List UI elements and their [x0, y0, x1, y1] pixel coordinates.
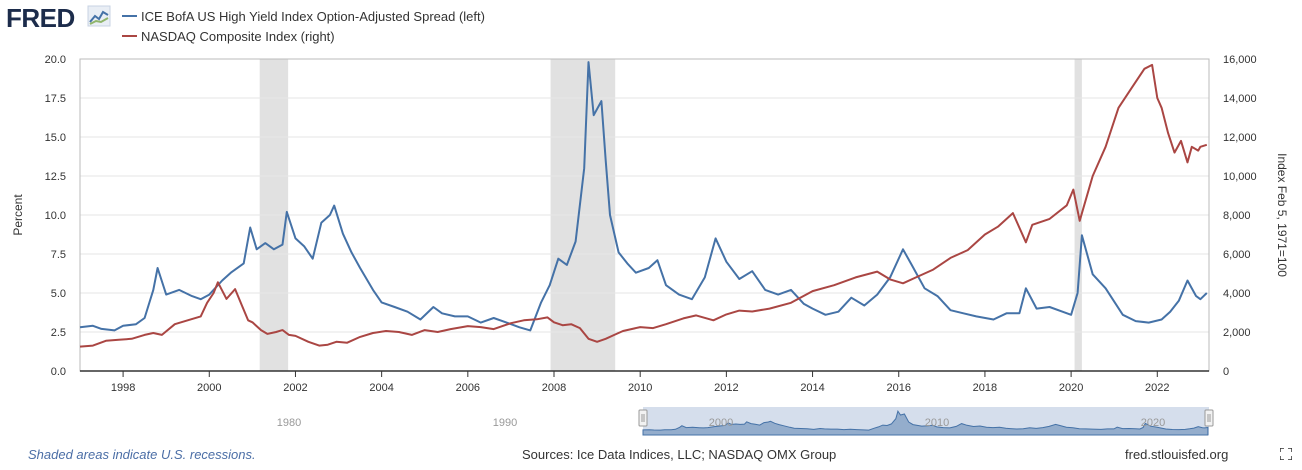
y-axis-label-right: Index Feb 5, 1971=100 [1275, 153, 1289, 277]
x-tick-label: 2004 [369, 382, 393, 394]
y-left-tick-label: 15.0 [45, 132, 66, 144]
sources-text: Sources: Ice Data Indices, LLC; NASDAQ O… [522, 447, 837, 462]
y-right-tick-label: 16,000 [1223, 54, 1257, 66]
x-tick-label: 2002 [283, 382, 307, 394]
y-left-ticks: 0.0 2.5 5.0 7.5 10.0 12.5 15.0 17.5 20.0 [45, 54, 66, 378]
legend: ICE BofA US High Yield Index Option-Adju… [122, 9, 485, 44]
y-right-tick-label: 2,000 [1223, 327, 1251, 339]
y-left-tick-label: 2.5 [51, 327, 66, 339]
x-tick-label: 1998 [111, 382, 135, 394]
y-right-ticks: 0 2,000 4,000 6,000 8,000 10,000 12,000 14,000 1… [1223, 54, 1257, 378]
recession-note: Shaded areas indicate U.S. recessions. [28, 447, 256, 462]
y-left-tick-label: 10.0 [45, 210, 66, 222]
x-tick-label: 2000 [197, 382, 221, 394]
navigator-window[interactable] [643, 407, 1209, 435]
y-right-tick-label: 8,000 [1223, 210, 1251, 222]
x-tick-label: 2016 [886, 382, 910, 394]
y-left-tick-label: 7.5 [51, 249, 66, 261]
y-left-tick-label: 5.0 [51, 288, 66, 300]
navigator-handle-right[interactable] [1204, 409, 1214, 427]
y-right-tick-label: 4,000 [1223, 288, 1251, 300]
y-left-tick-label: 0.0 [51, 366, 66, 378]
gridlines [80, 97, 1209, 333]
x-tick-label: 2018 [973, 382, 997, 394]
y-left-tick-label: 17.5 [45, 93, 66, 105]
y-right-tick-label: 6,000 [1223, 249, 1251, 261]
navigator-tick-label: 2020 [1141, 417, 1165, 429]
navigator-mini-series [642, 410, 1209, 436]
x-ticks: 1998 2000 2002 2004 2006 2008 2010 2012 2014 2016… [80, 370, 1209, 394]
navigator[interactable]: 1980 1990 2000 2010 2020 [80, 407, 1214, 436]
navigator-tick-label: 2000 [709, 417, 733, 429]
fred-logo[interactable]: FRED [6, 3, 111, 33]
navigator-tick-label: 1980 [277, 417, 301, 429]
y-axis-label-left: Percent [11, 194, 25, 236]
navigator-tick-label: 2010 [925, 417, 949, 429]
series-line-nasdaq [79, 63, 1208, 348]
navigator-ticks: 1980 1990 2000 2010 2020 [277, 417, 1165, 429]
fred-chart-logo-icon [87, 5, 111, 27]
site-link[interactable]: fred.stlouisfed.org [1125, 447, 1229, 462]
y-right-tick-label: 12,000 [1223, 132, 1257, 144]
y-left-tick-label: 20.0 [45, 54, 66, 66]
series-line-spread [79, 61, 1208, 332]
x-tick-label: 2020 [1059, 382, 1083, 394]
fred-logo-text: FRED [6, 3, 75, 33]
y-right-tick-label: 10,000 [1223, 171, 1257, 183]
series-lines [79, 61, 1208, 348]
navigator-tick-label: 1990 [493, 417, 517, 429]
fullscreen-icon[interactable] [1280, 448, 1292, 460]
y-left-tick-label: 12.5 [45, 171, 66, 183]
y-right-tick-label: 14,000 [1223, 93, 1257, 105]
x-tick-label: 2006 [456, 382, 480, 394]
y-right-tick-label: 0 [1223, 366, 1229, 378]
x-tick-label: 2022 [1145, 382, 1169, 394]
x-tick-label: 2008 [542, 382, 566, 394]
legend-label-spread: ICE BofA US High Yield Index Option-Adju… [141, 9, 485, 24]
x-tick-label: 2010 [628, 382, 652, 394]
legend-label-nasdaq: NASDAQ Composite Index (right) [141, 29, 335, 44]
x-tick-label: 2014 [800, 382, 824, 394]
x-tick-label: 2012 [714, 382, 738, 394]
navigator-series-area [642, 410, 1209, 436]
navigator-handle-left[interactable] [638, 409, 648, 427]
